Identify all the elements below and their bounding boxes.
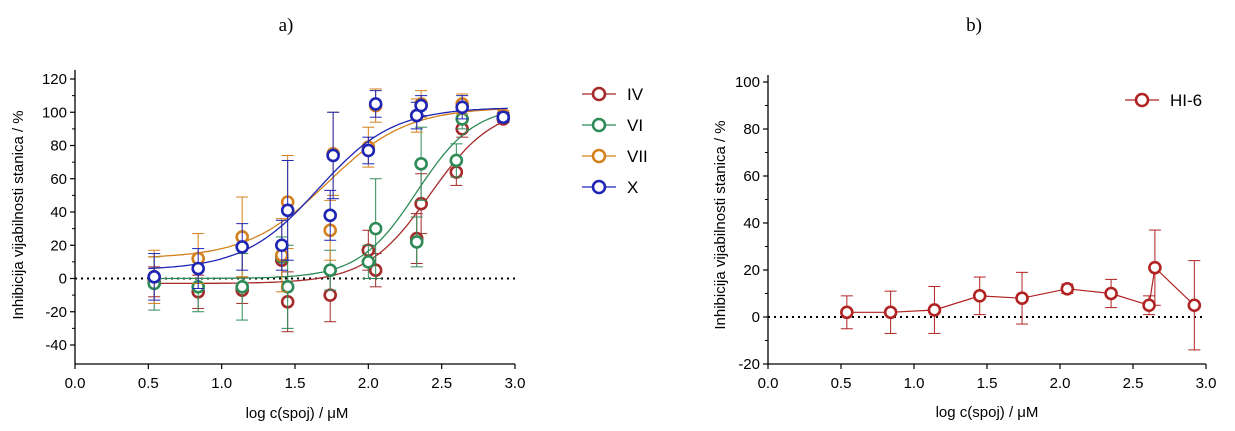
panel-b-data-point [927,303,942,317]
panel-b-x-tick-label: 2.5 [1123,375,1144,392]
panel-b-label: b) [966,15,982,36]
panel-a-y-tick-label: 80 [50,138,67,155]
panel-a-y-tick-label: -20 [45,304,67,321]
panel-b-y-tick-label: -20 [738,356,760,373]
panel-b-data-point [840,305,854,320]
panel-a-data-point [323,263,338,277]
panel-a-x-axis-title: log c(spoj) / μM [246,405,349,422]
panel-a-y-tick-label: -40 [45,337,67,354]
panel-a-data-point [191,261,205,276]
panel-a-data-point [455,100,470,115]
panel-a-y-tick-label: 40 [50,204,67,221]
panel-a-x-tick-label: 1.5 [285,375,306,392]
panel-a-x-tick-label: 2.5 [431,375,452,392]
panel-a-data-point [361,255,376,269]
panel-a-data-point [368,97,383,111]
panel-b-x-tick-label: 0.5 [831,375,852,392]
panel-a-y-tick-label: 120 [42,71,67,88]
panel-b-data-point [1104,286,1118,301]
panel-b-y-tick-label: 0 [752,309,760,326]
panel-b-legend-label: HI-6 [1170,91,1202,110]
panel-a-series-x [147,90,511,301]
panel-b-y-tick-label: 40 [743,215,760,232]
panel-a-legend-marker [591,117,607,133]
panel-a-data-point [323,208,338,223]
panel-a-data-point [361,143,376,158]
panel-a-legend-label: X [627,178,638,197]
panel-a-x-tick-label: 3.0 [505,375,526,392]
panel-a-label: a) [279,15,294,36]
panel-a-y-tick-label: 0 [59,271,67,288]
panel-a-legend-marker [591,179,607,195]
panel-b-data-point [883,305,898,320]
panel-b-data-point [1060,281,1075,296]
panel-a-x-tick-label: 0.5 [138,375,159,392]
panel-a-y-tick-label: 100 [42,104,67,121]
panel-a-legend-label: VI [627,116,643,135]
panel-b-x-tick-label: 3.0 [1196,375,1217,392]
panel-b-y-tick-label: 20 [743,262,760,279]
panel-b-y-tick-label: 60 [743,168,760,185]
panel-a-data-point [496,110,511,125]
panel-b-data-point [1187,298,1202,313]
panel-a-y-tick-label: 60 [50,171,67,188]
panel-b-data-point [972,289,987,303]
panel-a-series-iv [147,112,511,333]
panel-a-fit-curve-x [148,107,508,270]
panel-a-data-point [414,156,428,171]
panel-b-y-axis-title: Inhibicija vijabilnosti stanica / % [712,120,729,329]
panel-a-data-point [323,288,338,302]
panel-b-series-line-hi-6 [846,266,1195,313]
panel-a-x-tick-label: 0.0 [65,375,86,392]
panel-b-legend-marker [1134,92,1150,108]
panel-b-data-point [1148,260,1162,275]
panel-a-data-point [449,153,464,168]
panel-b-y-tick-label: 100 [735,74,760,91]
panel-a-data-point [368,221,383,236]
panel-a-legend-label: IV [627,85,644,104]
panel-a-data-point [280,203,295,218]
panel-a-data-point [326,148,340,163]
panel-a-data-point [235,240,249,254]
panel-a-legend-marker [591,86,607,102]
panel-b-x-tick-label: 2.0 [1050,375,1071,392]
panel-b-series-hi-6 [840,229,1202,351]
panel-a-y-axis-title: Inhibicija vijabilnosti stanica / % [10,110,27,319]
panel-a-legend-label: VII [627,147,648,166]
panel-b-x-tick-label: 1.5 [977,375,998,392]
panel-a-data-point [274,238,289,253]
panel-a-data-point [280,280,295,294]
panel-a-x-tick-label: 1.0 [211,375,232,392]
panel-b-y-tick-label: 80 [743,121,760,138]
panel-a-x-tick-label: 2.0 [358,375,379,392]
panel-a-data-point [147,270,161,284]
panel-a-fit-curve-vii [148,108,508,258]
panel-b-data-point [1142,298,1156,313]
panel-a-data-point [235,280,249,294]
panel-a-data-point [414,98,428,113]
panel-a-data-point [409,235,424,249]
chart-panel-a: log c(spoj) / μM Inhibicija vijabilnosti… [10,70,648,422]
panel-b-x-tick-label: 0.0 [758,375,779,392]
chart-panel-b: log c(spoj) / μM Inhibicija vijabilnosti… [712,74,1216,421]
panel-a-y-tick-label: 20 [50,237,67,254]
panel-b-data-point [1015,291,1029,306]
panel-b-x-tick-label: 1.0 [904,375,925,392]
panel-b-x-axis-title: log c(spoj) / μM [936,404,1039,421]
panel-a-legend-marker [591,148,607,164]
